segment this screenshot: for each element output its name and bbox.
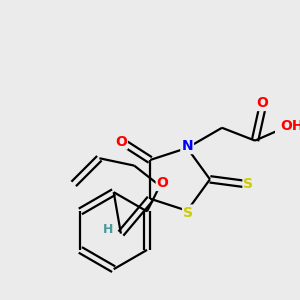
- Text: H: H: [103, 224, 113, 236]
- Text: S: S: [183, 206, 193, 220]
- Text: OH: OH: [280, 119, 300, 133]
- Text: O: O: [157, 176, 169, 190]
- Text: O: O: [256, 96, 268, 110]
- Text: S: S: [244, 177, 254, 191]
- Text: O: O: [115, 135, 127, 148]
- Text: N: N: [181, 139, 193, 153]
